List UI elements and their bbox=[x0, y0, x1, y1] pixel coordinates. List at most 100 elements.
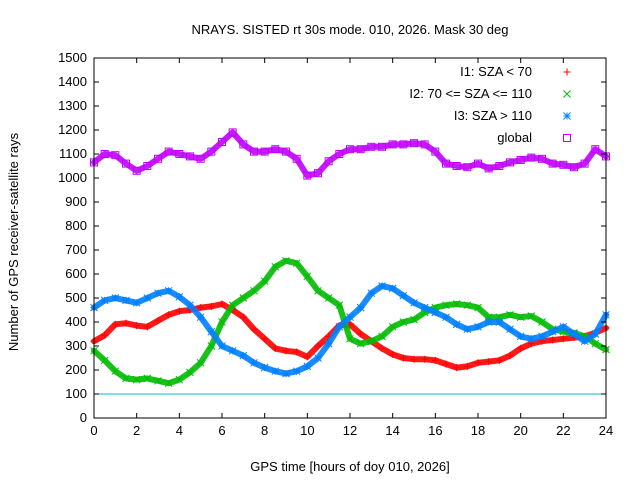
data-point bbox=[378, 142, 386, 151]
data-point bbox=[356, 303, 365, 312]
data-point bbox=[452, 300, 461, 308]
data-point bbox=[356, 145, 365, 154]
data-point bbox=[516, 313, 525, 322]
data-point bbox=[250, 286, 258, 295]
data-point bbox=[164, 147, 173, 156]
data-point bbox=[218, 300, 226, 308]
data-point bbox=[463, 362, 471, 370]
data-point bbox=[506, 352, 514, 360]
data-point bbox=[452, 162, 461, 170]
data-point bbox=[591, 330, 600, 338]
data-point bbox=[410, 298, 418, 307]
data-point bbox=[260, 147, 269, 156]
x-tick-label: 8 bbox=[261, 423, 268, 438]
data-point bbox=[399, 318, 408, 326]
data-point bbox=[431, 308, 440, 317]
x-tick-label: 16 bbox=[428, 423, 442, 438]
data-point bbox=[346, 145, 354, 154]
data-point bbox=[410, 315, 418, 324]
legend: I1: SZA < 70 I2: 70 <= SZA <= 110 I3: SZA … bbox=[409, 64, 571, 145]
data-point bbox=[261, 335, 269, 343]
data-point bbox=[580, 337, 589, 346]
data-point bbox=[282, 369, 290, 378]
data-point bbox=[100, 356, 109, 365]
data-point bbox=[260, 363, 269, 372]
data-point bbox=[453, 364, 461, 372]
data-point bbox=[517, 344, 525, 352]
data-point bbox=[378, 332, 386, 341]
data-point bbox=[196, 313, 205, 322]
data-point bbox=[239, 294, 248, 302]
data-point bbox=[218, 342, 226, 350]
data-point bbox=[164, 286, 173, 295]
series-band bbox=[91, 129, 609, 179]
data-point bbox=[292, 367, 301, 376]
data-point bbox=[506, 158, 514, 167]
data-point bbox=[154, 376, 162, 385]
data-point bbox=[388, 284, 397, 293]
data-point bbox=[324, 157, 333, 166]
data-point bbox=[421, 355, 429, 363]
data-point bbox=[143, 162, 152, 170]
x-tick-label: 24 bbox=[599, 423, 613, 438]
y-tick-label: 700 bbox=[65, 242, 87, 257]
data-point bbox=[303, 362, 312, 371]
data-point bbox=[186, 368, 194, 377]
data-point bbox=[442, 159, 450, 168]
y-tick-label: 1200 bbox=[58, 122, 87, 137]
data-point bbox=[506, 310, 514, 319]
data-point bbox=[303, 171, 312, 180]
data-point bbox=[122, 374, 130, 383]
data-point bbox=[463, 301, 472, 310]
data-point bbox=[175, 375, 184, 384]
y-tick-label: 200 bbox=[65, 362, 87, 377]
data-point bbox=[591, 339, 600, 348]
data-point bbox=[100, 296, 109, 305]
data-point bbox=[197, 304, 205, 312]
data-point bbox=[485, 358, 493, 366]
data-point bbox=[548, 327, 557, 336]
data-point bbox=[484, 318, 493, 326]
data-point bbox=[218, 318, 226, 326]
data-point bbox=[442, 301, 450, 310]
data-point bbox=[132, 298, 141, 307]
data-point bbox=[239, 140, 248, 149]
data-point bbox=[132, 375, 141, 384]
data-point bbox=[122, 159, 130, 168]
x-tick-label: 10 bbox=[300, 423, 314, 438]
data-point bbox=[196, 154, 205, 163]
data-point bbox=[378, 282, 386, 290]
data-point bbox=[218, 138, 226, 146]
data-point bbox=[538, 154, 546, 163]
data-point bbox=[474, 322, 482, 331]
data-point bbox=[516, 332, 525, 341]
data-point bbox=[538, 318, 546, 326]
data-point bbox=[186, 152, 194, 161]
y-tick-label: 600 bbox=[65, 266, 87, 281]
y-tick-label: 100 bbox=[65, 386, 87, 401]
data-point bbox=[207, 327, 216, 336]
data-point bbox=[133, 322, 141, 330]
x-tick-label: 18 bbox=[471, 423, 485, 438]
data-point bbox=[154, 317, 162, 325]
data-point bbox=[495, 318, 504, 326]
data-point bbox=[143, 374, 152, 383]
data-point bbox=[143, 323, 151, 331]
data-point bbox=[399, 140, 408, 149]
y-tick-label: 1400 bbox=[58, 74, 87, 89]
data-point bbox=[442, 313, 450, 322]
data-point bbox=[591, 145, 600, 154]
y-tick-label: 300 bbox=[65, 338, 87, 353]
data-point bbox=[559, 160, 568, 169]
data-point bbox=[207, 302, 215, 310]
data-point bbox=[111, 367, 120, 376]
data-point bbox=[559, 322, 568, 331]
data-point bbox=[228, 128, 237, 137]
data-point bbox=[175, 150, 184, 158]
data-point bbox=[303, 353, 311, 361]
x-tick-label: 12 bbox=[343, 423, 357, 438]
data-point bbox=[271, 367, 280, 376]
x-tick-label: 6 bbox=[218, 423, 225, 438]
series-0 bbox=[90, 300, 610, 372]
series-2 bbox=[90, 282, 610, 378]
